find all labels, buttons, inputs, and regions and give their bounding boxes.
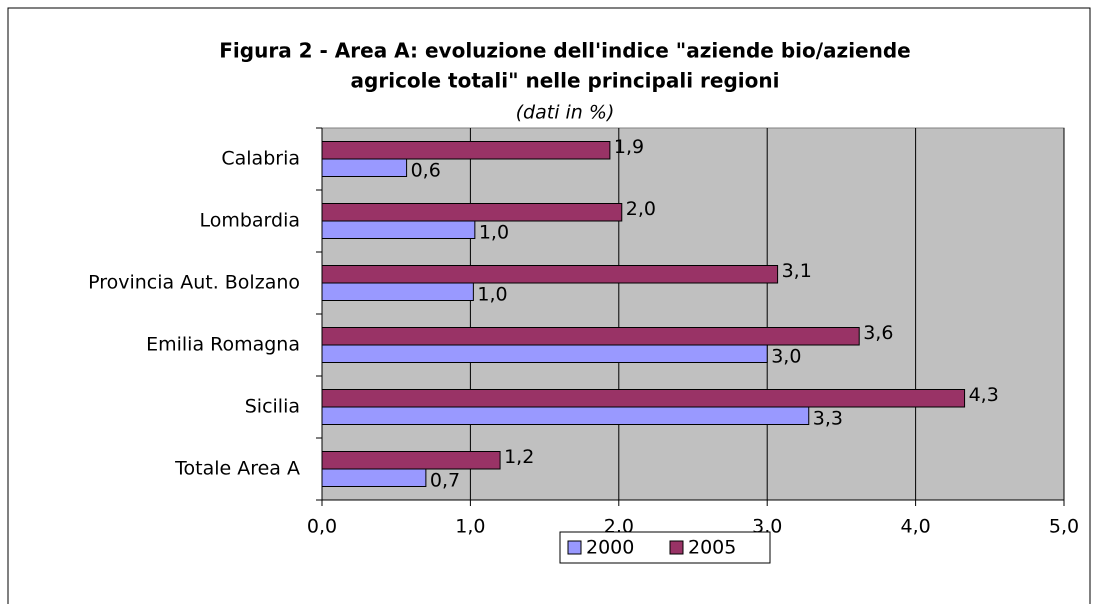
- x-tick-label: 5,0: [1049, 516, 1079, 538]
- bar: [321, 203, 623, 222]
- bar: [321, 220, 476, 239]
- y-tick-label: Emilia Romagna: [146, 334, 300, 356]
- x-tick-label: 0,0: [307, 516, 337, 538]
- bar: [321, 141, 611, 160]
- data-label: 3,6: [863, 322, 893, 344]
- bar: [321, 327, 860, 346]
- x-tick-label: 1,0: [455, 516, 485, 538]
- legend-label: 2000: [586, 537, 634, 559]
- legend-box: [559, 531, 771, 564]
- y-tick-label: Lombardia: [199, 210, 300, 232]
- bar: [321, 389, 966, 408]
- data-label: 3,3: [813, 407, 843, 429]
- y-tick-label: Sicilia: [245, 396, 300, 418]
- data-label: 3,1: [782, 260, 812, 282]
- plot-area: [321, 127, 1065, 501]
- bar: [321, 158, 408, 177]
- data-label: 0,6: [411, 159, 441, 181]
- bar: [321, 451, 501, 470]
- data-label: 1,0: [479, 221, 509, 243]
- y-tick-label: Provincia Aut. Bolzano: [88, 272, 300, 294]
- data-label: 4,3: [969, 384, 999, 406]
- legend-swatch: [567, 540, 582, 555]
- bar: [321, 468, 427, 487]
- chart-title: Figura 2 - Area A: evoluzione dell'indic…: [219, 39, 910, 63]
- data-label: 2,0: [626, 198, 656, 220]
- y-tick-label: Totale Area A: [174, 458, 300, 480]
- data-label: 1,2: [504, 446, 534, 468]
- bar: [321, 265, 779, 284]
- x-tick-label: 4,0: [900, 516, 930, 538]
- legend-swatch: [669, 540, 684, 555]
- legend-label: 2005: [688, 537, 736, 559]
- y-tick-label: Calabria: [221, 148, 300, 170]
- data-label: 1,9: [614, 136, 644, 158]
- chart-title: agricole totali" nelle principali region…: [351, 69, 780, 93]
- bar: [321, 344, 768, 363]
- bar: [321, 406, 810, 425]
- data-label: 3,0: [771, 345, 801, 367]
- bar: [321, 282, 474, 301]
- data-label: 0,7: [430, 469, 460, 491]
- data-label: 1,0: [477, 283, 507, 305]
- chart-subtitle: (dati in %): [516, 102, 615, 124]
